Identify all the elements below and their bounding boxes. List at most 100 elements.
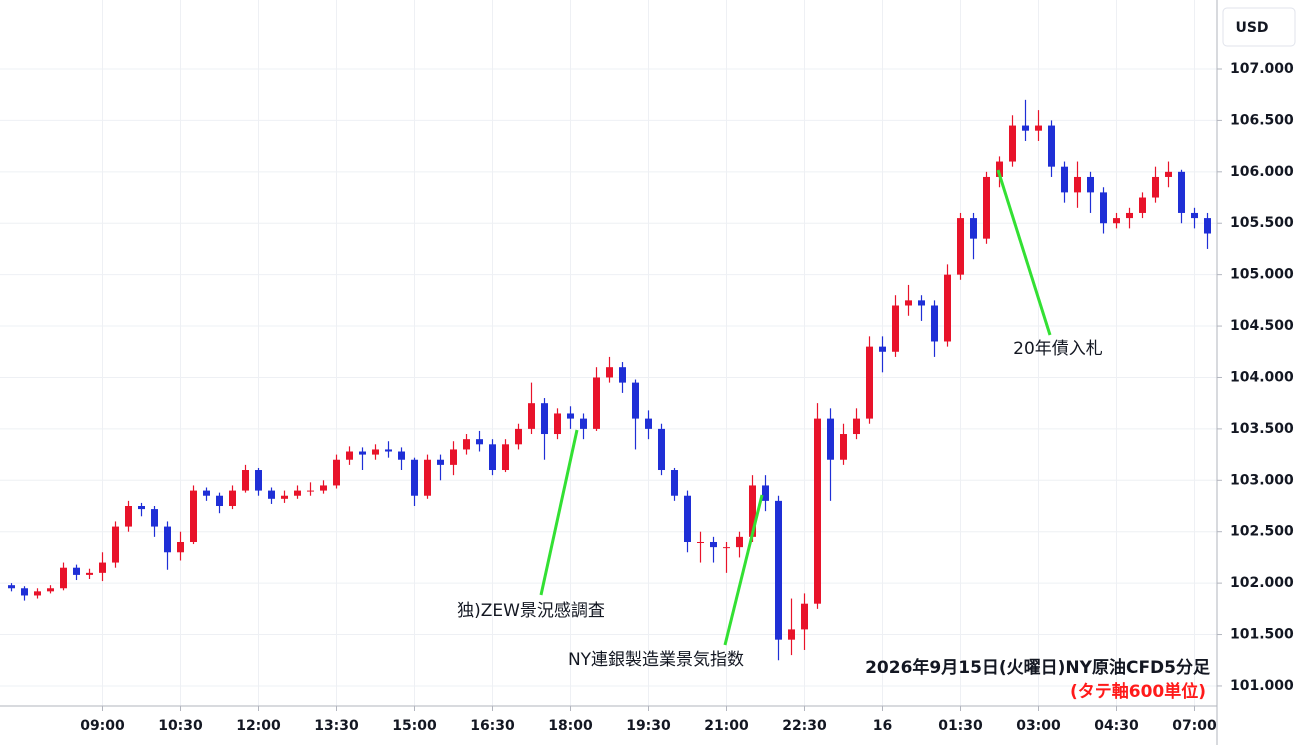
candle-body	[762, 485, 769, 501]
x-tick-label: 18:00	[548, 718, 593, 734]
candle-body	[437, 459, 444, 465]
candle-body	[775, 500, 782, 640]
candle-body	[567, 413, 574, 419]
candle-body	[1061, 166, 1068, 193]
candle-body	[632, 382, 639, 419]
x-tick-label: 16	[873, 718, 892, 734]
candle-body	[47, 588, 54, 592]
y-tick-label: 103.500	[1230, 421, 1294, 437]
candle-body	[1035, 125, 1042, 131]
x-tick-label: 04:30	[1094, 718, 1139, 734]
candle-body	[840, 434, 847, 460]
candle-body	[411, 459, 418, 496]
candle-body	[294, 490, 301, 496]
candles	[8, 99, 1211, 661]
candle-body	[125, 506, 132, 527]
candle-body	[814, 418, 821, 604]
candle-body	[203, 490, 210, 496]
candle-body	[1165, 171, 1172, 177]
candle-body	[1178, 171, 1185, 213]
candle-body	[658, 428, 665, 471]
x-tick-label: 16:30	[470, 718, 515, 734]
candle-body	[463, 439, 470, 450]
x-tick-label: 13:30	[314, 718, 359, 734]
candle-body	[788, 629, 795, 640]
y-tick-label: 104.500	[1230, 318, 1294, 334]
candle-body	[1152, 176, 1159, 198]
y-tick-label: 106.000	[1230, 164, 1294, 180]
candle-body	[749, 485, 756, 537]
candle-body	[73, 567, 80, 575]
candle-body	[515, 428, 522, 445]
candle-body	[645, 418, 652, 429]
candle-body	[554, 413, 561, 435]
candle-body	[697, 541, 704, 543]
candle-body	[450, 449, 457, 465]
x-tick-label: 10:30	[158, 718, 203, 734]
candle-body	[619, 367, 626, 383]
candle-body	[1139, 197, 1146, 213]
candle-body	[593, 377, 600, 429]
candle-body	[21, 588, 28, 596]
candle-body	[333, 459, 340, 486]
candle-body	[372, 449, 379, 455]
candle-body	[736, 536, 743, 548]
y-tick-label: 101.500	[1230, 627, 1294, 643]
chart-title: 2026年9月15日(火曜日)NY原油CFD5分足	[865, 657, 1210, 678]
y-tick-label: 102.500	[1230, 524, 1294, 540]
candle-body	[112, 526, 119, 563]
currency-box	[1222, 7, 1296, 47]
candle-body	[957, 218, 964, 275]
candle-body	[398, 451, 405, 460]
candle-body	[1113, 218, 1120, 224]
y-tick-label: 106.500	[1230, 112, 1294, 128]
candle-body	[489, 444, 496, 471]
candle-body	[99, 562, 106, 573]
annotation-line	[723, 494, 764, 646]
candle-body	[723, 547, 730, 549]
candle-body	[268, 490, 275, 499]
candle-body	[1074, 176, 1081, 193]
x-tick-label: 21:00	[704, 718, 749, 734]
y-tick-label: 104.000	[1230, 369, 1294, 385]
y-tick-label: 103.000	[1230, 472, 1294, 488]
y-tick-label: 107.000	[1230, 61, 1294, 77]
annotation-line	[539, 429, 579, 596]
y-axis: 101.000 101.500 102.000 102.500 103.000 103.5…	[1217, 61, 1294, 694]
candle-body	[918, 300, 925, 306]
annotation-line	[996, 169, 1052, 336]
candle-body	[541, 403, 548, 435]
candle-body	[580, 418, 587, 429]
candle-body	[8, 585, 15, 589]
candle-body	[801, 603, 808, 630]
candle-body	[190, 490, 197, 542]
x-tick-label: 09:00	[80, 718, 125, 734]
candle-body	[684, 495, 691, 542]
candle-body	[177, 541, 184, 553]
candle-body	[307, 490, 314, 492]
candle-body	[151, 509, 158, 527]
x-tick-label: 01:30	[938, 718, 983, 734]
candle-body	[359, 451, 366, 455]
x-tick-label: 22:30	[782, 718, 827, 734]
y-tick-label: 105.000	[1230, 267, 1294, 283]
candle-body	[710, 541, 717, 548]
candle-body	[1204, 218, 1211, 234]
x-tick-label: 19:30	[626, 718, 671, 734]
candle-body	[255, 470, 262, 491]
candle-body	[892, 305, 899, 352]
candle-body	[879, 346, 886, 352]
candle-body	[242, 470, 249, 491]
annotation: 独)ZEW景況感調査	[457, 601, 605, 621]
grid	[0, 0, 1217, 706]
candle-body	[1009, 125, 1016, 162]
candle-body	[606, 367, 613, 378]
currency-label: USD	[1235, 20, 1268, 36]
candle-body	[1022, 125, 1029, 131]
x-tick-label: 12:00	[236, 718, 281, 734]
candle-body	[853, 418, 860, 435]
candle-body	[229, 490, 236, 507]
candle-body	[216, 495, 223, 507]
